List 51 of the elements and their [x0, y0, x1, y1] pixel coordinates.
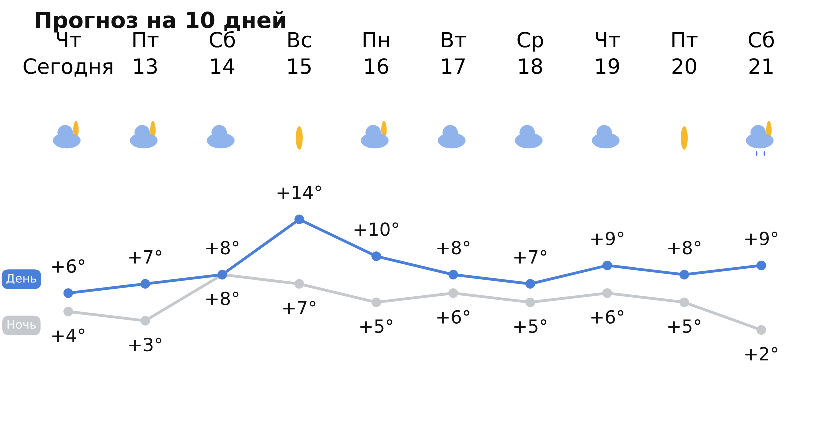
data-label: +8°	[668, 241, 701, 255]
data-label: +7°	[514, 250, 547, 264]
text: День	[6, 274, 37, 285]
text: Ночь	[8, 320, 36, 330]
x-tick-label: Пт 13	[134, 32, 159, 74]
point	[448, 270, 458, 280]
point	[680, 298, 690, 308]
point	[294, 279, 304, 289]
chart-title: Прогноз на 10 дней	[36, 11, 286, 33]
x-tick-label: Сб 14	[210, 31, 236, 74]
point	[64, 306, 74, 317]
point	[140, 316, 150, 326]
point	[140, 279, 150, 289]
point	[372, 252, 382, 262]
point	[64, 288, 74, 298]
data-label: +8°	[206, 241, 239, 255]
data-label: +9°	[592, 232, 624, 246]
point	[602, 288, 612, 298]
data-label: +5°	[360, 320, 393, 334]
x-tick-label: Чт 19	[596, 32, 620, 74]
data-label: +10°	[354, 222, 398, 236]
x-tick-label: Чт Сегодня	[24, 32, 113, 77]
data-label: +6°	[592, 310, 624, 324]
point	[526, 298, 536, 308]
data-label: +3°	[130, 338, 162, 352]
data-label: +5°	[514, 320, 547, 334]
data-label: +2°	[746, 347, 778, 361]
point	[448, 288, 458, 298]
point	[756, 325, 766, 336]
data-label: +5°	[668, 320, 701, 334]
point	[372, 298, 382, 308]
x-tick-label: Вс 15	[288, 32, 312, 74]
x-tick-label: Пн 16	[364, 32, 390, 74]
x-tick-label: Пт 20	[672, 32, 698, 74]
data-label: +6°	[52, 260, 85, 274]
x-tick-label: Вт 17	[442, 32, 466, 74]
data-label: +8°	[206, 292, 239, 306]
data-label: +7°	[284, 301, 316, 314]
point	[294, 214, 304, 224]
data-label: +4°	[52, 328, 85, 342]
data-label: +9°	[746, 232, 778, 246]
data-label: +14°	[278, 186, 322, 200]
x-tick-label: Ср 18	[518, 32, 544, 74]
data-label: +6°	[438, 310, 470, 324]
point	[756, 260, 766, 271]
data-label: +7°	[130, 250, 162, 264]
point	[602, 260, 612, 271]
data-label: +8°	[438, 241, 470, 255]
x-tick-label: Сб 21	[748, 31, 774, 74]
point	[526, 279, 536, 289]
point	[680, 270, 690, 280]
